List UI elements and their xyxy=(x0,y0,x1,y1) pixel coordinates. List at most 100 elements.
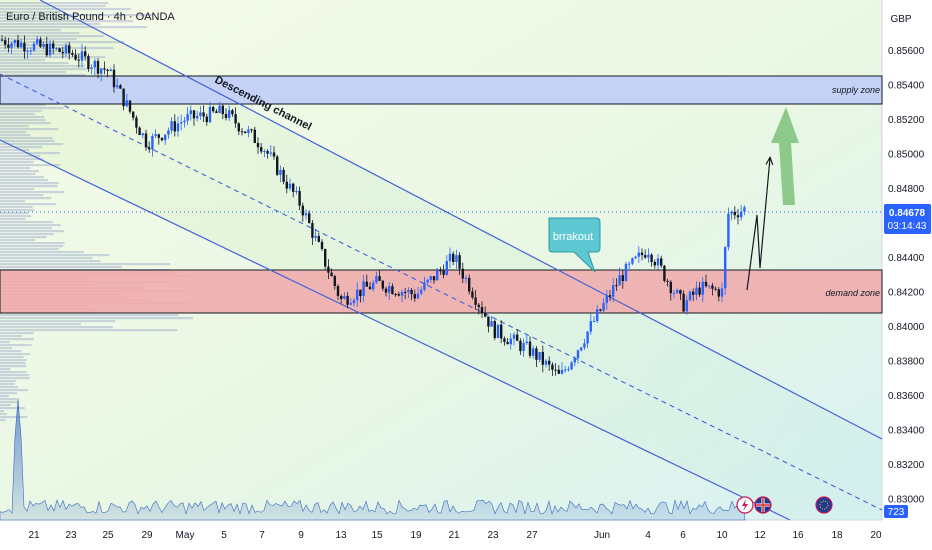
time-tick-label: 25 xyxy=(102,530,114,541)
volume-profile-bar xyxy=(0,200,26,203)
volume-profile-bar xyxy=(0,68,88,71)
candle-body xyxy=(148,147,151,150)
candle-body xyxy=(330,272,333,277)
volume-profile-bar xyxy=(0,17,68,20)
candle-body xyxy=(29,50,32,52)
candle-body xyxy=(93,60,96,68)
candle-body xyxy=(362,281,365,296)
channel-upper-line xyxy=(39,0,883,440)
candle-body xyxy=(39,39,42,47)
price-tick-label: 0.84800 xyxy=(888,184,925,195)
price-tick-label: 0.85200 xyxy=(888,115,925,126)
volume-profile-bar xyxy=(0,179,48,182)
candle-body xyxy=(103,68,106,70)
candle-body xyxy=(55,48,58,50)
volume-profile-bar xyxy=(0,413,7,416)
chart-title: Euro / British Pound · 4h · OANDA xyxy=(6,11,175,23)
volume-profile-bar xyxy=(0,170,39,173)
volume-profile-bar xyxy=(0,65,85,68)
volume-profile-bar xyxy=(0,356,24,359)
volume-profile-bar xyxy=(0,227,52,230)
price-tick-label: 0.83400 xyxy=(888,426,925,437)
candle-body xyxy=(176,123,180,132)
candle-body xyxy=(144,133,148,148)
candle-body xyxy=(77,59,80,61)
eu-flag-event-icon[interactable] xyxy=(815,496,833,514)
candle-body xyxy=(711,285,714,289)
volume-profile-bar xyxy=(0,143,64,146)
volume-profile-bar xyxy=(0,257,93,260)
candle-body xyxy=(423,282,426,290)
volume-profile-bar xyxy=(0,164,61,167)
volume-profile-bar xyxy=(0,317,193,320)
candle-body xyxy=(448,253,452,262)
demand-zone xyxy=(0,269,883,314)
candle-body xyxy=(532,348,535,356)
candle-body xyxy=(42,43,45,47)
candle-body xyxy=(74,54,77,60)
time-tick-label: 27 xyxy=(526,530,538,541)
candle-body xyxy=(320,241,324,250)
volume-profile-bar xyxy=(0,386,19,389)
volume-profile-bar xyxy=(0,116,45,119)
candle-body xyxy=(541,351,544,365)
volume-profile-bar xyxy=(0,35,104,38)
candle-body xyxy=(500,324,503,339)
uk-flag-event-icon[interactable] xyxy=(754,496,772,514)
candle-body xyxy=(141,133,144,136)
volume-profile-bar xyxy=(0,14,154,17)
volume-series xyxy=(0,399,746,521)
candle-body xyxy=(519,340,522,351)
volume-profile-bar xyxy=(0,185,58,188)
volume-profile-bar xyxy=(0,314,179,317)
candle-body xyxy=(724,247,727,289)
demand-zone-label: demand zone xyxy=(825,288,880,298)
volume-profile-bar xyxy=(0,218,26,221)
candle-body xyxy=(564,369,567,371)
candle-body xyxy=(608,295,612,297)
volume-profile-bar xyxy=(0,155,41,158)
candle-body xyxy=(154,134,157,137)
volume-profile-bar xyxy=(0,197,52,200)
candle-body xyxy=(660,258,663,266)
candle-body xyxy=(605,295,608,303)
volume-profile-bar xyxy=(0,242,65,245)
time-tick-label: 9 xyxy=(298,530,304,541)
candle-body xyxy=(391,286,394,295)
price-axis-ticks: 0.85600 0.85400 0.85200 0.85000 0.84800 0.846… xyxy=(888,46,925,506)
candle-body xyxy=(397,294,400,296)
candle-body xyxy=(628,263,631,265)
candle-body xyxy=(68,45,71,54)
candle-body xyxy=(23,42,26,52)
breakout-callout-label: brrakout xyxy=(553,231,593,243)
candle-body xyxy=(400,291,404,296)
candle-body xyxy=(679,290,682,294)
candle-body xyxy=(58,48,61,53)
candle-body xyxy=(260,147,263,152)
time-tick-label: 20 xyxy=(870,530,882,541)
candle-body xyxy=(381,280,384,289)
candle-body xyxy=(253,129,256,143)
volume-profile-bar xyxy=(0,176,45,179)
candle-body xyxy=(116,85,119,88)
candle-body xyxy=(266,150,269,154)
volume-profile-bar xyxy=(0,128,59,131)
candle-body xyxy=(644,255,647,258)
lightning-event-icon[interactable] xyxy=(736,496,754,514)
candle-body xyxy=(218,105,221,114)
volume-profile-bar xyxy=(0,212,28,215)
candle-body xyxy=(442,270,445,275)
volume-profile-bar xyxy=(0,362,26,365)
volume-profile-bar xyxy=(0,119,46,122)
candle-body xyxy=(301,205,304,216)
price-tick-label: 0.83000 xyxy=(888,495,925,506)
volume-profile-bar xyxy=(0,335,22,338)
candle-body xyxy=(487,316,490,327)
candle-body xyxy=(279,169,282,175)
candle-body xyxy=(740,211,743,218)
candle-body xyxy=(394,294,397,296)
volume-profile-bar xyxy=(0,230,65,233)
candle-body xyxy=(109,69,112,71)
candle-body xyxy=(311,222,314,238)
